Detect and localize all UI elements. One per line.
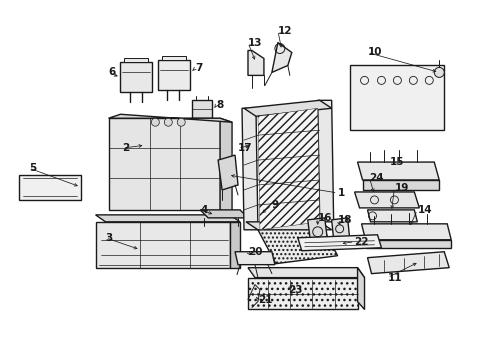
Text: 2: 2 bbox=[122, 143, 129, 153]
Polygon shape bbox=[158, 60, 190, 90]
Polygon shape bbox=[247, 278, 357, 310]
Text: 22: 22 bbox=[354, 237, 368, 247]
Polygon shape bbox=[200, 210, 247, 218]
Polygon shape bbox=[307, 218, 327, 244]
Polygon shape bbox=[124, 58, 148, 62]
Polygon shape bbox=[247, 268, 364, 278]
Polygon shape bbox=[331, 218, 349, 240]
Polygon shape bbox=[357, 268, 364, 310]
Polygon shape bbox=[247, 50, 264, 75]
Polygon shape bbox=[192, 100, 212, 118]
Text: 9: 9 bbox=[271, 200, 279, 210]
Text: 12: 12 bbox=[277, 26, 292, 36]
Polygon shape bbox=[235, 252, 274, 265]
Text: 5: 5 bbox=[29, 163, 36, 173]
Text: 23: 23 bbox=[287, 284, 302, 294]
Text: 18: 18 bbox=[337, 215, 351, 225]
Circle shape bbox=[151, 118, 159, 126]
Circle shape bbox=[164, 118, 172, 126]
Polygon shape bbox=[220, 118, 232, 214]
Text: 7: 7 bbox=[195, 63, 202, 73]
Polygon shape bbox=[271, 42, 291, 72]
Text: 14: 14 bbox=[416, 205, 431, 215]
Text: 3: 3 bbox=[105, 233, 113, 243]
Text: 17: 17 bbox=[238, 143, 252, 153]
Text: 16: 16 bbox=[317, 213, 331, 223]
Polygon shape bbox=[258, 108, 319, 230]
Text: 19: 19 bbox=[394, 183, 408, 193]
Polygon shape bbox=[349, 66, 443, 130]
Text: 21: 21 bbox=[258, 294, 272, 305]
Polygon shape bbox=[19, 175, 81, 200]
Circle shape bbox=[433, 67, 443, 77]
Text: 6: 6 bbox=[108, 67, 116, 77]
Polygon shape bbox=[317, 100, 333, 222]
Circle shape bbox=[177, 118, 185, 126]
Text: 8: 8 bbox=[216, 100, 223, 110]
Polygon shape bbox=[218, 155, 238, 190]
Polygon shape bbox=[357, 162, 438, 180]
Polygon shape bbox=[229, 222, 240, 268]
Polygon shape bbox=[258, 222, 337, 264]
Polygon shape bbox=[120, 62, 152, 92]
Polygon shape bbox=[244, 100, 331, 116]
Text: 24: 24 bbox=[369, 173, 384, 183]
Text: 1: 1 bbox=[337, 188, 344, 198]
Polygon shape bbox=[367, 252, 448, 274]
Polygon shape bbox=[242, 108, 258, 230]
Polygon shape bbox=[108, 114, 232, 122]
Text: 15: 15 bbox=[388, 157, 403, 167]
Text: 10: 10 bbox=[367, 48, 381, 58]
Polygon shape bbox=[162, 57, 186, 60]
Text: 20: 20 bbox=[247, 247, 262, 257]
Polygon shape bbox=[354, 192, 419, 208]
Text: 4: 4 bbox=[200, 205, 207, 215]
Text: 11: 11 bbox=[386, 273, 401, 283]
Polygon shape bbox=[297, 235, 381, 251]
Polygon shape bbox=[95, 222, 229, 268]
Text: 13: 13 bbox=[247, 37, 262, 48]
Polygon shape bbox=[245, 222, 331, 230]
Polygon shape bbox=[362, 180, 438, 190]
Polygon shape bbox=[367, 210, 416, 222]
Polygon shape bbox=[361, 224, 450, 240]
Polygon shape bbox=[108, 118, 220, 210]
Polygon shape bbox=[95, 215, 240, 222]
Polygon shape bbox=[365, 240, 450, 248]
